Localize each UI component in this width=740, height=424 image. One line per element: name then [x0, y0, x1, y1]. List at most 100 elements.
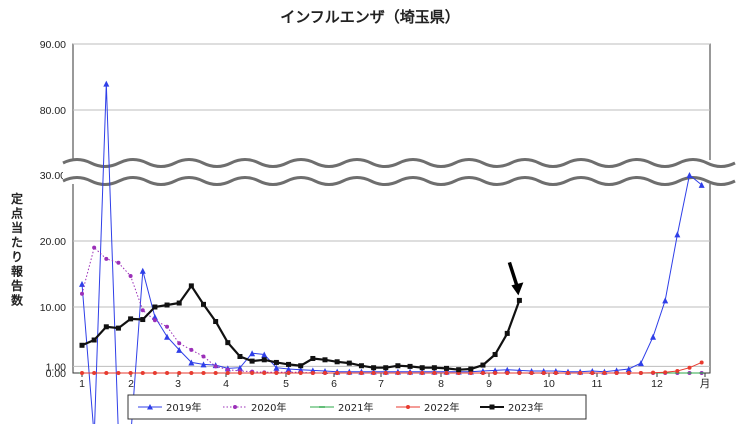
data-point — [651, 370, 656, 375]
data-point — [201, 301, 206, 307]
data-point — [310, 355, 316, 361]
data-point — [480, 362, 486, 368]
data-point — [140, 371, 145, 375]
data-point — [590, 371, 595, 375]
data-point — [152, 371, 157, 375]
data-point — [662, 297, 669, 304]
data-point — [663, 370, 668, 375]
data-point — [273, 359, 279, 365]
y-tick-label: 1.00 — [46, 361, 67, 373]
y-axis-label-char: 当 — [11, 220, 23, 235]
plot-frame — [72, 43, 711, 374]
x-tick-label: 月 — [700, 378, 711, 390]
data-point — [432, 371, 437, 375]
axis-break — [62, 158, 736, 188]
data-point — [625, 366, 632, 373]
data-point — [456, 367, 462, 373]
x-tick-label: 10 — [543, 378, 555, 390]
data-point — [139, 267, 146, 274]
x-tick-label: 5 — [283, 378, 289, 390]
data-point — [310, 371, 315, 375]
data-point — [504, 330, 510, 336]
data-point — [250, 371, 255, 375]
legend: 2019年 2020年 2021年 2022年 2023年 — [127, 394, 587, 420]
y-axis-label-char: た — [11, 236, 23, 250]
x-tick-label: 2 — [128, 378, 134, 390]
y-axis-label-char: 告 — [11, 278, 23, 293]
x-tick-label: 9 — [486, 378, 492, 390]
data-point — [261, 357, 267, 363]
data-point — [383, 365, 389, 371]
data-point — [91, 337, 97, 343]
x-tick-label: 1 — [79, 378, 85, 390]
legend-item: 2022年 — [396, 401, 459, 414]
data-point — [335, 371, 340, 375]
data-point — [492, 352, 498, 358]
data-point — [286, 361, 292, 367]
legend-item: 2021年 — [310, 401, 373, 414]
data-point — [517, 371, 522, 375]
legend-box — [127, 394, 587, 420]
data-point — [128, 273, 133, 278]
data-point — [249, 350, 256, 357]
data-point — [128, 371, 133, 375]
legend-marker — [489, 404, 495, 410]
data-point — [626, 371, 631, 375]
data-point — [408, 371, 413, 375]
x-tick-label: 12 — [651, 378, 663, 390]
data-point — [201, 354, 206, 359]
data-point — [116, 371, 121, 375]
data-point — [103, 80, 110, 87]
data-point — [686, 172, 693, 178]
data-point — [468, 366, 474, 372]
data-point — [323, 371, 327, 375]
x-tick-label: 7 — [378, 378, 384, 390]
axis-break-wave-top — [62, 158, 736, 168]
data-point — [189, 347, 194, 352]
data-point — [371, 365, 377, 371]
y-axis-label-char: 数 — [11, 293, 24, 308]
series-line — [81, 83, 702, 424]
data-point — [480, 371, 485, 375]
data-point — [674, 231, 681, 238]
data-point — [274, 371, 279, 375]
data-point — [200, 361, 207, 368]
data-point — [213, 364, 218, 369]
data-point — [177, 371, 182, 375]
data-point — [650, 333, 657, 340]
data-point — [92, 245, 97, 250]
data-point — [407, 363, 413, 369]
series-2023年 — [79, 283, 522, 373]
data-point — [419, 365, 425, 371]
data-point — [115, 325, 121, 331]
data-point — [614, 371, 619, 375]
series-line — [81, 246, 702, 374]
y-axis-label-char: 報 — [11, 264, 24, 279]
data-point — [553, 371, 558, 375]
x-tick-label: 11 — [592, 378, 603, 390]
data-point — [431, 365, 437, 371]
data-point — [566, 371, 570, 375]
data-point — [504, 366, 511, 373]
data-point — [165, 371, 170, 375]
legend-label: 2021年 — [338, 401, 373, 414]
data-point — [699, 360, 704, 365]
arrow-head — [511, 282, 524, 296]
data-point — [698, 181, 705, 188]
y-axis-label-char: 点 — [11, 206, 23, 221]
data-point — [395, 371, 400, 375]
data-point — [687, 365, 692, 370]
data-point — [79, 280, 85, 287]
legend-label: 2023年 — [508, 401, 543, 414]
data-point — [103, 324, 109, 330]
data-point — [176, 300, 182, 306]
data-point — [383, 371, 388, 375]
data-point — [602, 371, 607, 375]
data-point — [92, 371, 97, 375]
legend-label: 2022年 — [424, 401, 459, 414]
legend-marker — [406, 405, 410, 409]
data-point — [516, 297, 522, 303]
chart-title: インフルエンザ（埼玉県） — [280, 8, 460, 26]
